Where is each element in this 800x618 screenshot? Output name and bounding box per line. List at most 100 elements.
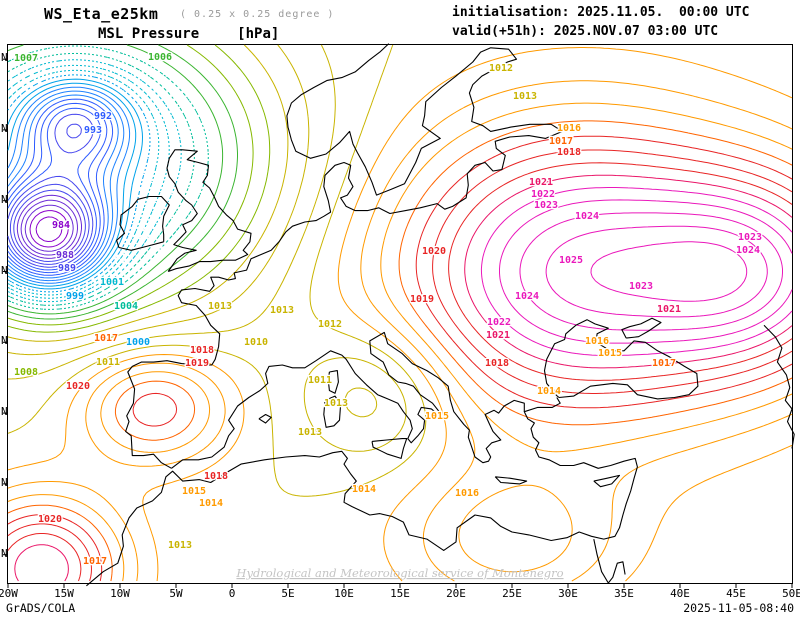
- initialisation-time: initialisation: 2025.11.05. 00:00 UTC: [452, 5, 750, 20]
- contour-line: [590, 241, 748, 302]
- coastline: [166, 149, 252, 273]
- contour-label: 1021: [657, 304, 681, 315]
- coastline: [369, 331, 525, 464]
- contour-line: [7, 52, 195, 306]
- contour-line: [7, 113, 94, 268]
- contour-label: 1013: [270, 305, 294, 316]
- contour-label: 1017: [94, 333, 118, 344]
- contour-label: 1023: [534, 200, 558, 211]
- valid-time: valid(+51h): 2025.NOV.07 03:00 UTC: [452, 24, 719, 39]
- contour-label: 1014: [537, 386, 561, 397]
- contour-label: 1013: [513, 91, 537, 102]
- contour-line: [7, 45, 209, 310]
- contour-label: 1016: [585, 336, 609, 347]
- coastline: [621, 317, 662, 339]
- model-resolution: ( 0.25 x 0.25 degree ): [180, 9, 335, 20]
- contour-label: 1015: [598, 348, 622, 359]
- contour-line: [7, 98, 114, 276]
- x-axis-label: 40E: [670, 587, 690, 600]
- coastline: [86, 397, 638, 587]
- contour-line: [7, 44, 427, 497]
- contour-label: 1024: [575, 211, 599, 222]
- contour-label: 993: [84, 125, 102, 136]
- contour-label: 1014: [352, 484, 376, 495]
- contour-line: [7, 64, 170, 299]
- contour-line: [14, 174, 793, 582]
- x-axis-label: 35E: [614, 587, 634, 600]
- contour-line: [7, 80, 793, 582]
- x-axis-label: 5W: [169, 587, 183, 600]
- creation-timestamp: 2025-11-05-08:40: [683, 601, 794, 615]
- coastline: [593, 538, 626, 584]
- contour-line: [519, 212, 783, 331]
- x-axis-label: 5E: [281, 587, 295, 600]
- coastline: [258, 413, 272, 424]
- contour-label: 1015: [182, 486, 206, 497]
- contour-line: [7, 120, 793, 582]
- contour-label: 1020: [422, 246, 446, 257]
- x-axis-label: 10W: [110, 587, 130, 600]
- coastline: [593, 474, 621, 488]
- x-axis-label: 45E: [726, 587, 746, 600]
- coastline: [315, 350, 440, 444]
- coastline: [763, 324, 795, 449]
- contour-line: [7, 44, 289, 342]
- coastline: [116, 195, 170, 251]
- contour-line: [499, 199, 793, 344]
- coastline: [494, 476, 528, 485]
- contour-label: 999: [66, 291, 84, 302]
- contour-label: 992: [94, 111, 112, 122]
- contour-label: 1017: [549, 136, 573, 147]
- contour-line: [7, 44, 271, 333]
- pressure-contour-map: 1007 1006 992 993 984 988 989 999 1001 1004 1000 10…: [3, 43, 795, 588]
- contour-label: 1013: [208, 301, 232, 312]
- y-axis-label: N: [1, 263, 8, 277]
- contour-label: 1012: [318, 319, 342, 330]
- y-axis-label: N: [1, 405, 8, 419]
- contour-label: 1021: [486, 330, 510, 341]
- contour-label: 1001: [100, 277, 124, 288]
- contour-label: 1023: [738, 232, 762, 243]
- contour-line: [7, 69, 160, 296]
- y-axis-label: N: [1, 334, 8, 348]
- contour-label: 1018: [204, 471, 228, 482]
- contour-label: 1014: [199, 498, 223, 509]
- contour-label: 1011: [308, 375, 332, 386]
- contour-label: 1024: [515, 291, 539, 302]
- watermark: Hydrological and Meteorological service …: [235, 566, 563, 580]
- coastline: [171, 360, 317, 469]
- contour-label: 1018: [190, 345, 214, 356]
- field-name: MSL Pressure: [98, 26, 200, 42]
- x-axis-label: 25E: [502, 587, 522, 600]
- contour-line: [29, 210, 69, 248]
- x-axis-label: 15E: [390, 587, 410, 600]
- x-axis-label: 0: [228, 587, 236, 600]
- contour-label: 1011: [96, 357, 120, 368]
- contour-line: [7, 44, 254, 326]
- contour-label: 989: [58, 263, 76, 274]
- contour-line: [7, 82, 137, 287]
- contour-label: 1013: [168, 540, 192, 551]
- field-title: MSL Pressure [hPa]: [98, 26, 279, 42]
- contour-label: 1019: [185, 358, 209, 369]
- y-axis-label: N: [1, 475, 8, 489]
- contour-line: [7, 107, 101, 271]
- x-axis-label: 30E: [558, 587, 578, 600]
- contour-label: 1022: [487, 317, 511, 328]
- contour-label: 988: [56, 250, 74, 261]
- contour-line: [545, 225, 768, 318]
- x-axis-label: 10E: [334, 587, 354, 600]
- coastline: [323, 395, 342, 428]
- contour-label: 1015: [425, 411, 449, 422]
- contour-line: [9, 123, 90, 265]
- contour-line: [16, 194, 82, 259]
- contour-line: [7, 74, 151, 293]
- grads-credit: GrADS/COLA: [6, 601, 76, 615]
- contour-label: 1016: [557, 123, 581, 134]
- contour-label: 1022: [531, 189, 555, 200]
- contour-line: [7, 44, 407, 452]
- longitude-axis: 20W 15W 10W 5W 0 5E 10E 15E 20E 25E 30E 35E 40E 45E 50…: [0, 587, 800, 601]
- contour-label: 1021: [529, 177, 553, 188]
- contour-label: 1017: [652, 358, 676, 369]
- contour-label: 1025: [559, 255, 583, 266]
